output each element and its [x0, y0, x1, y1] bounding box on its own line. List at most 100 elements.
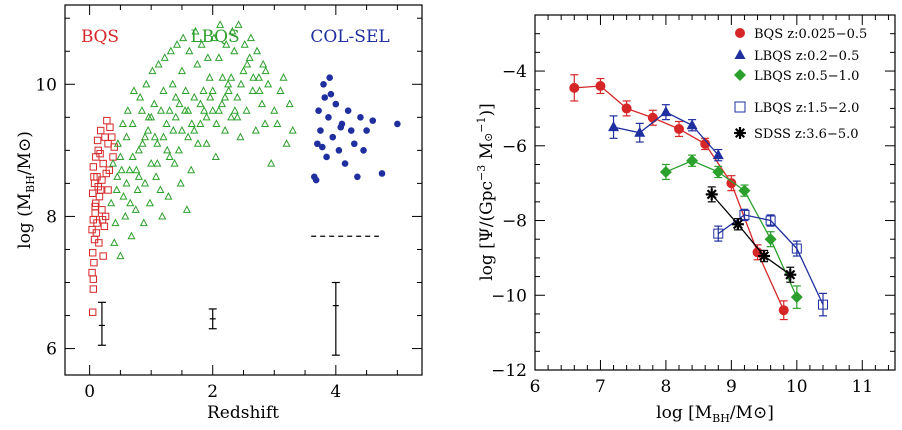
right-legend-label: BQS z:0.025−0.5	[754, 27, 867, 42]
left-point-lbqs	[267, 158, 276, 167]
left-point-lbqs	[121, 211, 130, 220]
left-point-lbqs	[156, 185, 165, 194]
right-series-2	[659, 154, 803, 309]
right-point	[569, 82, 580, 93]
left-point-col-sel	[357, 114, 364, 121]
left-point-lbqs	[129, 86, 138, 94]
left-error-bar	[208, 308, 217, 330]
left-point-lbqs	[206, 92, 215, 101]
left-point-lbqs	[222, 40, 231, 48]
left-y-tick-label: 6	[46, 340, 57, 360]
left-point-lbqs	[138, 139, 147, 147]
right-y-tick-label: −8	[502, 212, 527, 232]
left-point-lbqs	[153, 158, 162, 167]
left-point-lbqs	[190, 92, 199, 101]
left-point-lbqs	[224, 79, 233, 88]
left-point-bqs	[94, 182, 102, 191]
left-x-tick-label: 4	[330, 382, 341, 402]
right-legend-label: LBQS z:1.5−2.0	[754, 101, 859, 116]
left-point-col-sel	[318, 143, 326, 151]
right-point	[752, 247, 763, 258]
left-point-lbqs	[187, 119, 196, 127]
left-point-lbqs	[224, 86, 233, 94]
left-point-bqs	[95, 239, 103, 247]
svg-text:log [Ψ/(Gpc−3 M⊙−1)]: log [Ψ/(Gpc−3 M⊙−1)]	[475, 103, 497, 281]
right-x-tick-label: 8	[660, 377, 671, 397]
left-point-lbqs	[216, 20, 225, 28]
left-point-col-sel	[320, 80, 327, 88]
left-point-lbqs	[261, 66, 270, 75]
left-point-lbqs	[175, 99, 184, 108]
left-point-lbqs	[202, 112, 211, 121]
left-point-bqs	[95, 192, 104, 201]
left-point-lbqs	[128, 119, 137, 127]
left-point-lbqs	[227, 112, 236, 121]
left-point-lbqs	[156, 106, 166, 114]
left-point-lbqs	[140, 132, 150, 141]
left-point-lbqs	[122, 132, 131, 141]
left-point-lbqs	[259, 59, 268, 68]
left-point-lbqs	[230, 46, 239, 55]
left-error-bar	[331, 281, 340, 356]
right-y-tick-label: −6	[502, 137, 527, 157]
left-point-lbqs	[208, 86, 217, 94]
right-x-tick-label: 6	[530, 377, 541, 397]
left-point-lbqs	[253, 46, 262, 55]
left-point-lbqs	[137, 106, 146, 114]
left-point-lbqs	[177, 66, 186, 75]
left-point-lbqs	[193, 59, 202, 68]
right-series-line	[711, 193, 791, 276]
left-point-col-sel	[312, 176, 320, 184]
left-point-lbqs	[112, 185, 121, 194]
left-point-lbqs	[209, 33, 218, 42]
right-point	[764, 233, 777, 246]
right-legend-marker	[734, 49, 746, 59]
right-legend: BQS z:0.025−0.5 LBQS z:0.2−0.5 LBQS z:0.5−…	[734, 27, 867, 142]
right-point	[778, 305, 789, 316]
left-point-col-sel	[335, 147, 343, 154]
left-point-lbqs	[190, 125, 199, 134]
left-point-lbqs	[248, 86, 257, 94]
left-point-lbqs	[152, 172, 161, 180]
left-point-lbqs	[181, 86, 190, 94]
left-point-lbqs	[196, 119, 205, 127]
left-x-tick-label: 2	[207, 382, 218, 402]
left-point-col-sel	[325, 114, 332, 121]
left-point-lbqs	[131, 205, 140, 213]
left-point-col-sel	[344, 107, 352, 115]
right-legend-label: LBQS z:0.2−0.5	[754, 49, 859, 64]
right-point	[634, 126, 646, 137]
left-point-lbqs	[110, 238, 119, 246]
left-point-lbqs	[117, 165, 126, 174]
svg-text:log [MBH/M⊙]: log [MBH/M⊙]	[656, 403, 774, 425]
left-point-lbqs	[154, 59, 163, 68]
left-point-lbqs	[196, 99, 205, 108]
left-point-col-sel	[341, 160, 349, 167]
left-point-lbqs	[179, 33, 188, 42]
left-point-lbqs	[116, 251, 125, 260]
left-point-lbqs	[273, 119, 282, 127]
left-point-bqs	[88, 308, 97, 316]
right-point	[705, 188, 718, 201]
left-point-lbqs	[160, 53, 169, 61]
right-chart: 6 7 8 9 10 11 −4 −6 −8 −10 −12 BQS z:0.025−0.5 LBQS…	[475, 14, 896, 425]
left-point-lbqs	[221, 125, 230, 134]
left-point-lbqs	[236, 132, 245, 141]
left-point-lbqs	[182, 205, 191, 213]
left-point-lbqs	[214, 106, 223, 114]
right-point	[686, 154, 699, 167]
left-point-bqs	[91, 202, 99, 211]
left-point-lbqs	[172, 40, 182, 48]
left-point-lbqs	[125, 165, 134, 174]
left-point-lbqs	[108, 158, 118, 167]
left-point-bqs	[93, 136, 102, 145]
left-point-lbqs	[118, 119, 127, 127]
right-series-line	[574, 85, 785, 311]
left-point-lbqs	[162, 119, 171, 127]
left-point-lbqs	[228, 26, 237, 35]
left-point-lbqs	[200, 106, 209, 114]
left-point-lbqs	[254, 73, 263, 81]
right-x-tick-label: 9	[726, 377, 737, 397]
right-x-tick-label: 7	[595, 377, 606, 397]
